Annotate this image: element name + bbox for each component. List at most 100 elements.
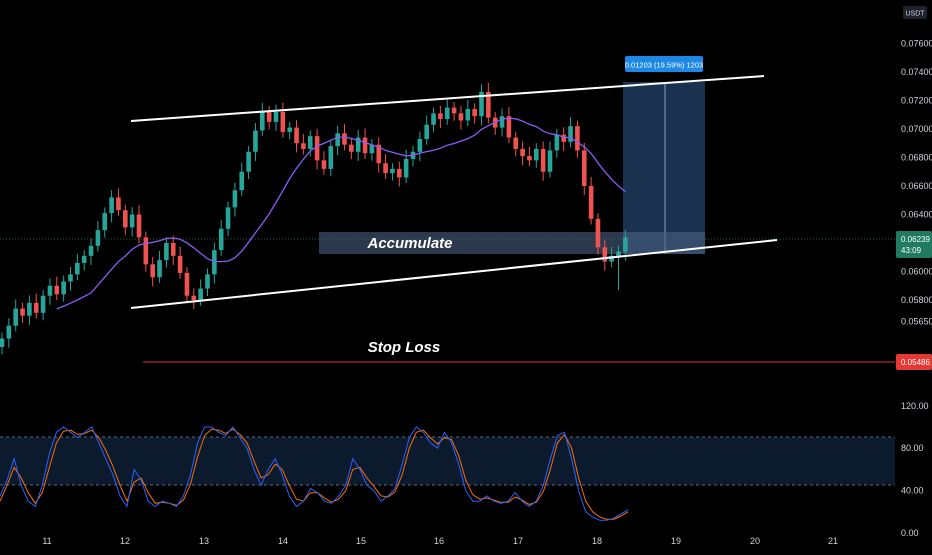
candle-body [212,250,217,275]
candle-body [253,130,258,152]
candle-body [390,168,395,174]
candle-body [164,243,169,261]
candle-body [109,197,114,214]
price-tick-label: 0.06800 [901,153,932,163]
candle-body [157,260,162,278]
candle-body [506,116,512,138]
candle-body [458,113,464,121]
price-tick-label: 0.06000 [901,267,932,277]
candle-body [424,124,429,139]
candle-body [403,158,409,178]
measure-label: 0.01203 (19.59%) 1203 [625,61,703,70]
candle-body [54,285,60,295]
candle-body [335,133,340,147]
candle-body [116,197,121,211]
candle-body [27,302,32,316]
price-tick-label: 0.07600 [901,39,932,49]
time-tick-label: 18 [592,536,602,546]
candle-body [575,126,580,151]
candle-body [362,137,368,154]
candle-body [534,148,539,161]
candles [0,82,628,355]
oscillator-tick-label: 120.00 [901,401,929,411]
candle-body [438,113,443,120]
oscillator-band [0,437,895,485]
candle-body [123,210,128,228]
price-tick-label: 0.05800 [901,295,932,305]
candle-body [260,111,265,131]
time-tick-label: 19 [671,536,681,546]
candle-body [239,171,245,191]
channel-upper-line[interactable] [130,75,765,122]
candle-body [307,136,313,149]
candle-body [225,207,231,229]
candle-body [342,133,347,145]
candle-body [397,168,402,178]
candle-body [321,160,327,169]
candle-body [287,127,292,132]
long-position-box[interactable] [623,82,705,254]
candle-body [547,150,553,172]
candle-body [513,137,519,149]
candle-body [431,113,436,125]
stop-price-value: 0.05486 [901,358,930,367]
candle-body [527,156,532,161]
candle-body [218,228,224,251]
candle-body [40,295,46,313]
stop-loss-label: Stop Loss [368,339,441,356]
candle-body [184,272,190,296]
price-tick-label: 0.07000 [901,124,932,134]
price-tick-label: 0.05650 [901,316,932,326]
measure-label-box [625,56,703,72]
candle-body [479,91,484,117]
countdown-value: 43:09 [901,246,922,255]
candle-body [602,247,608,262]
candle-body [609,255,614,262]
channel-lower-line[interactable] [130,239,778,309]
candle-body [355,137,361,152]
candle-body [6,325,12,339]
candle-body [150,264,155,278]
candle-body [136,214,142,238]
candle-body [266,111,272,122]
candle-body [623,237,628,252]
candle-body [383,163,388,174]
candle-body [68,274,73,282]
moving-average-line [56,117,626,310]
time-axis[interactable]: 11 12 13 14 15 16 17 18 19 20 21 [42,536,838,546]
candle-body [349,144,354,152]
candle-body [486,91,491,118]
oscillator-axis[interactable]: 120.00 80.00 40.00 0.00 [901,401,929,538]
time-tick-label: 16 [434,536,444,546]
candle-body [314,136,320,161]
candle-body [520,148,525,157]
candle-body [301,143,306,149]
time-tick-label: 11 [42,536,51,546]
currency-badge[interactable] [903,6,927,19]
currency-label: USDT [905,11,925,18]
time-tick-label: 15 [356,536,366,546]
candle-body [328,146,334,169]
candle-body [232,190,238,208]
accumulate-zone[interactable] [319,232,705,254]
time-tick-label: 17 [513,536,523,546]
candle-body [198,288,203,300]
time-tick-label: 20 [750,536,760,546]
candle-body [88,245,94,256]
candle-body [376,144,382,164]
candle-body [499,116,505,128]
candle-body [444,107,450,120]
oscillator-tick-label: 40.00 [901,486,924,496]
candle-body [451,107,457,114]
oscillator-tick-label: 0.00 [901,528,919,538]
price-tick-label: 0.07400 [901,67,932,77]
current-price-badge [896,231,932,258]
candle-body [369,144,375,154]
candle-body [561,134,566,142]
candle-body [13,308,18,326]
accumulate-label: Accumulate [366,235,452,252]
candle-body [581,150,587,186]
candle-body [177,255,183,273]
